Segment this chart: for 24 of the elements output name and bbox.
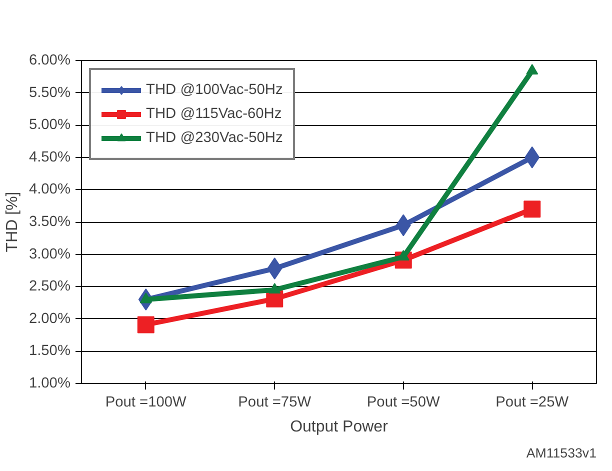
y-tick-label: 1.00%	[28, 376, 71, 392]
y-tick-label: 5.00%	[28, 117, 71, 134]
x-axis-title: Output Power	[290, 418, 389, 436]
y-tick-label: 2.00%	[28, 310, 71, 327]
text: AM11533v1	[526, 446, 597, 460]
y-tick-label: 4.50%	[28, 149, 71, 166]
y-tick-label: 1.50%	[28, 343, 71, 360]
point	[524, 200, 541, 218]
x-tick-label: Pout =50W	[366, 394, 440, 410]
y-tick-label: 5.50%	[28, 84, 71, 101]
y-tick-label: 3.50%	[28, 214, 71, 230]
x-tick-label: Pout =25W	[496, 394, 569, 410]
point	[137, 316, 154, 334]
point	[526, 64, 538, 75]
x-tick-label: Pout =100W	[105, 394, 187, 410]
y-tick-label: 3.00%	[28, 246, 71, 262]
legend-label: THD @230Vac-50Hz	[146, 130, 283, 146]
y-tick-label: 6.00%	[28, 52, 71, 68]
y-axis-title: THD [%]	[4, 192, 21, 252]
y-tick-label: 2.50%	[28, 278, 71, 295]
x-tick-label: Pout =75W	[238, 394, 312, 410]
legend-label: THD @100Vac-50Hz	[146, 82, 283, 98]
y-tick-label: 4.00%	[28, 182, 71, 198]
legend-label: THD @115Vac-60Hz	[146, 106, 282, 122]
